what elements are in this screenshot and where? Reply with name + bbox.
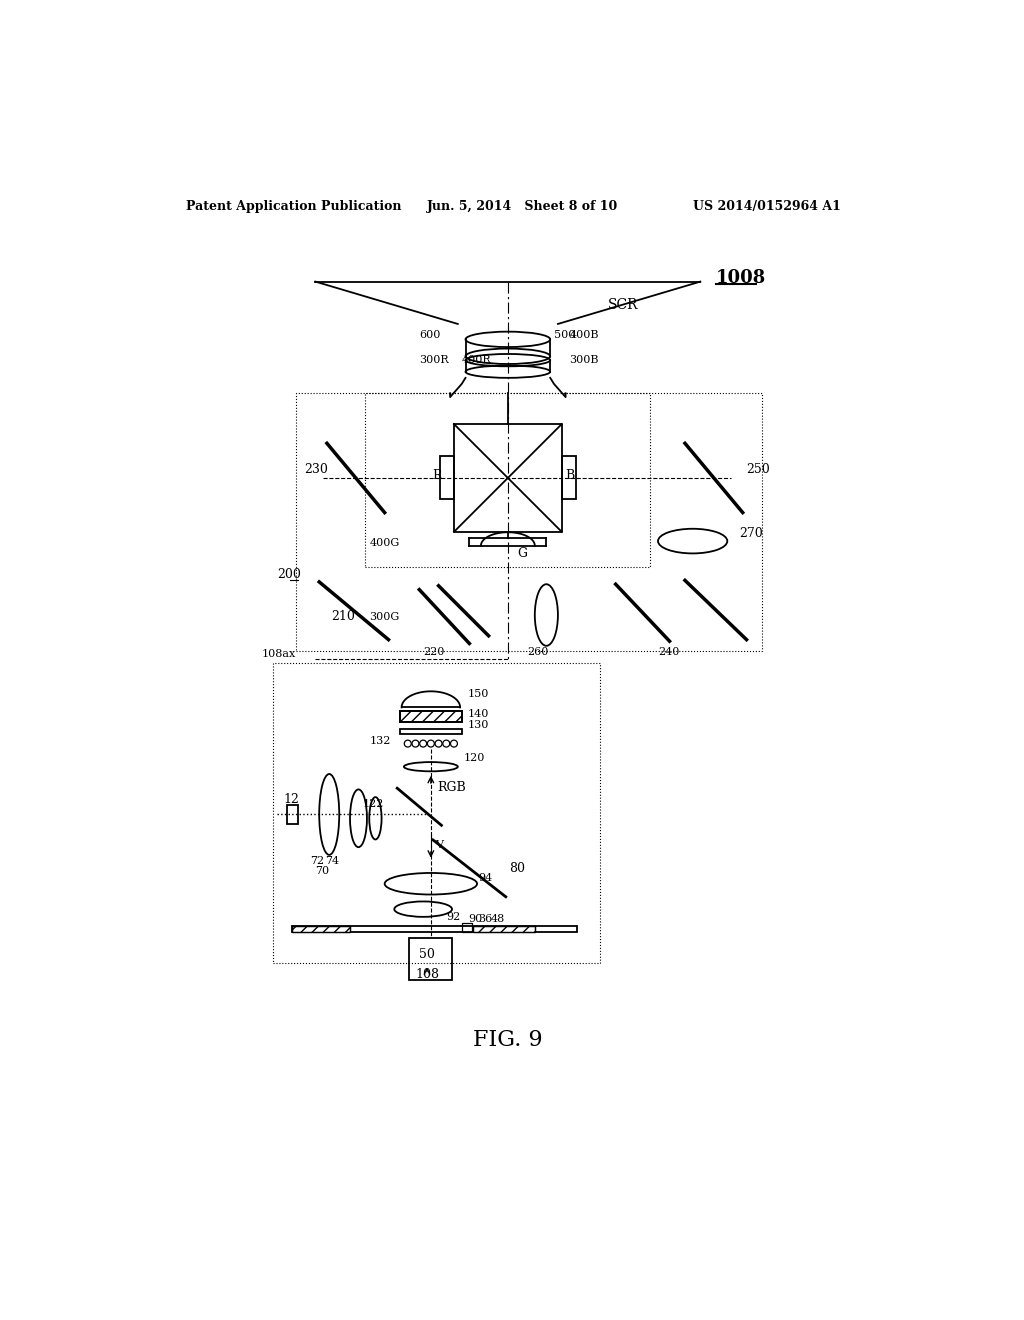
Text: 260: 260 <box>527 647 549 657</box>
Text: 72: 72 <box>310 857 324 866</box>
Text: 50: 50 <box>419 949 434 961</box>
Text: G: G <box>517 548 527 560</box>
Bar <box>296 393 762 651</box>
Text: 210: 210 <box>331 610 354 623</box>
Text: 200: 200 <box>276 568 301 581</box>
Text: 90: 90 <box>468 915 482 924</box>
Bar <box>562 457 575 499</box>
Text: 300R: 300R <box>419 355 449 366</box>
Text: R: R <box>432 470 441 483</box>
Bar <box>400 729 462 734</box>
Text: US 2014/0152964 A1: US 2014/0152964 A1 <box>692 199 841 213</box>
Bar <box>473 927 535 932</box>
Text: 220: 220 <box>423 647 444 657</box>
Text: 70: 70 <box>315 866 330 876</box>
Text: V: V <box>435 840 442 850</box>
Text: 36: 36 <box>478 915 493 924</box>
Bar <box>440 457 454 499</box>
Text: 108: 108 <box>416 969 439 982</box>
Text: FIG. 9: FIG. 9 <box>473 1030 543 1051</box>
Text: 300G: 300G <box>370 612 399 623</box>
Text: 92: 92 <box>446 912 461 921</box>
Text: RGB: RGB <box>437 781 466 795</box>
Text: 74: 74 <box>326 857 340 866</box>
Text: 80: 80 <box>510 862 525 875</box>
Text: 400B: 400B <box>569 330 599 339</box>
Bar <box>366 393 650 566</box>
Text: 48: 48 <box>490 915 505 924</box>
Text: 270: 270 <box>739 527 763 540</box>
Text: Patent Application Publication: Patent Application Publication <box>186 199 401 213</box>
Text: 140: 140 <box>468 709 489 719</box>
Text: B: B <box>565 470 574 483</box>
Text: 600: 600 <box>419 330 440 339</box>
Text: 250: 250 <box>746 462 770 475</box>
Text: SCR: SCR <box>608 298 638 312</box>
Bar <box>410 937 452 979</box>
Bar <box>292 927 578 932</box>
Text: 150: 150 <box>468 689 489 698</box>
Text: 130: 130 <box>468 721 489 730</box>
Text: 122: 122 <box>362 799 384 809</box>
Text: 132: 132 <box>370 735 390 746</box>
Text: 12: 12 <box>283 793 299 807</box>
Bar <box>287 805 298 824</box>
Text: 108ax: 108ax <box>261 649 296 660</box>
Text: 94: 94 <box>478 873 493 883</box>
Text: 230: 230 <box>304 462 328 475</box>
Text: 500: 500 <box>554 330 575 339</box>
Text: 400R: 400R <box>462 355 492 366</box>
Text: 1008: 1008 <box>716 269 766 286</box>
Text: 240: 240 <box>658 647 679 657</box>
Bar <box>292 927 350 932</box>
Bar <box>400 711 462 722</box>
Bar <box>463 923 472 932</box>
Bar <box>400 711 462 722</box>
Text: 300B: 300B <box>569 355 599 366</box>
Text: 120: 120 <box>463 752 484 763</box>
Text: 400G: 400G <box>370 537 399 548</box>
Bar <box>473 927 535 932</box>
Bar <box>292 927 350 932</box>
Text: Jun. 5, 2014   Sheet 8 of 10: Jun. 5, 2014 Sheet 8 of 10 <box>427 199 618 213</box>
Bar <box>273 663 600 964</box>
